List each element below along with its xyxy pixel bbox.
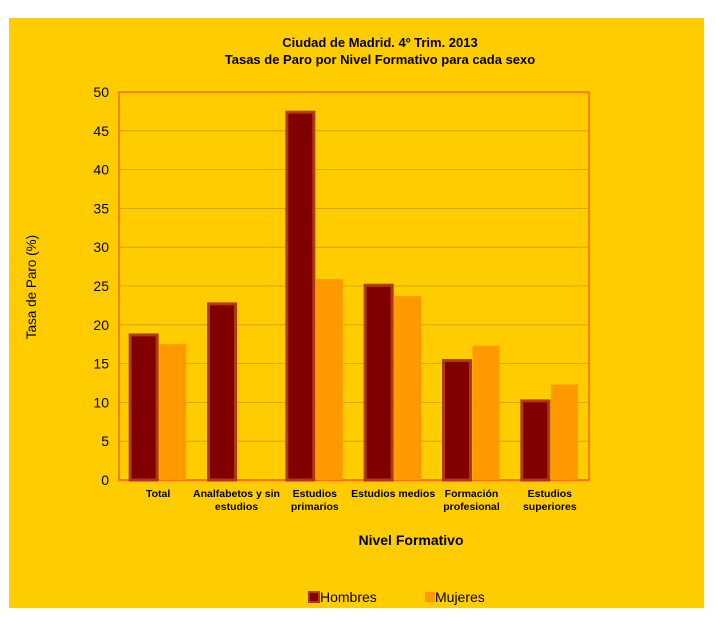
bar-hombres-1	[207, 302, 237, 482]
bar-hombres-2	[285, 110, 316, 482]
bar-hombres-0	[128, 333, 159, 482]
y-tick-label: 0	[101, 472, 109, 488]
bar-hombres-5	[520, 399, 551, 482]
y-tick-label: 10	[93, 394, 109, 410]
chart-title: Ciudad de Madrid. 4º Trim. 2013	[282, 35, 477, 50]
legend-swatch-mujeres	[425, 592, 435, 602]
gridlines	[119, 130, 589, 481]
y-tick-label: 45	[93, 123, 109, 139]
x-tick-label: Analfabetos y sin estudios	[193, 488, 280, 513]
y-tick-label: 35	[93, 200, 109, 216]
y-tick-label: 30	[93, 239, 109, 255]
bars	[128, 110, 578, 482]
bar-mujeres-5	[550, 384, 578, 480]
bar-hombres-3	[363, 283, 394, 482]
y-axis-title: Tasa de Paro (%)	[24, 235, 39, 339]
x-tick-label: Estudios superiores	[523, 488, 577, 513]
x-tick-label: Estudios medios	[351, 488, 435, 500]
y-tick-label: 15	[93, 356, 109, 372]
bar-mujeres-3	[394, 296, 422, 480]
y-tick-label: 50	[93, 84, 109, 100]
x-tick-label: Total	[146, 488, 170, 500]
bar-hombres-4	[442, 358, 472, 482]
chart-subtitle: Tasas de Paro por Nivel Formativo para c…	[225, 52, 535, 67]
x-axis-ticks: Total Analfabetos y sin estudios Estudios pr…	[146, 488, 577, 513]
legend: Hombres Mujeres	[308, 589, 485, 605]
legend-label-mujeres: Mujeres	[435, 589, 485, 605]
bar-chart: Ciudad de Madrid. 4º Trim. 2013 Tasas de…	[24, 35, 590, 605]
bar-mujeres-0	[159, 344, 187, 480]
bar-mujeres-2	[315, 279, 343, 480]
y-tick-label: 25	[93, 278, 109, 294]
x-tick-label: Formación profesional	[443, 488, 500, 513]
bar-mujeres-4	[472, 345, 500, 480]
y-axis-ticks: 0 5 10 15 20 25 30 35 40 45 50	[93, 84, 109, 488]
chart-area: Ciudad de Madrid. 4º Trim. 2013 Tasas de…	[9, 18, 704, 608]
y-tick-label: 20	[93, 317, 109, 333]
y-tick-label: 5	[101, 433, 109, 449]
x-axis-title: Nivel Formativo	[358, 532, 463, 548]
x-tick-label: Estudios primarios	[291, 488, 339, 513]
y-tick-label: 40	[93, 162, 109, 178]
legend-swatch-hombres	[308, 591, 320, 603]
legend-label-hombres: Hombres	[320, 589, 377, 605]
